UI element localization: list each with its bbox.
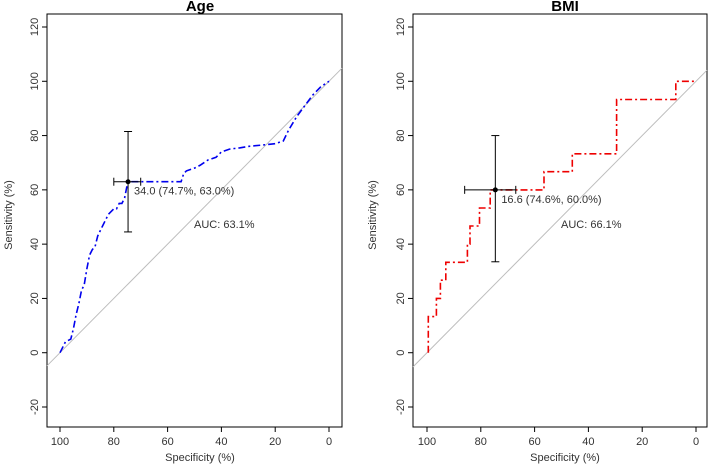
x-tick-label: 60 — [161, 436, 173, 448]
y-tick-label: -20 — [395, 399, 407, 415]
bmi-reference-diagonal — [412, 69, 708, 368]
x-tick-label: 20 — [269, 436, 281, 448]
age-threshold-label: 34.0 (74.7%, 63.0%) — [134, 186, 234, 198]
bmi-ci-bars — [464, 135, 517, 263]
bmi-y-axis-label: Sensitivity (%) — [367, 180, 379, 250]
bmi-threshold-label: 16.6 (74.6%, 60.0%) — [501, 194, 601, 206]
x-tick-label: 20 — [636, 436, 648, 448]
x-tick-label: 40 — [582, 436, 594, 448]
y-tick-label: 60 — [29, 184, 41, 196]
x-tick-label: 0 — [326, 436, 332, 448]
x-tick-label: 60 — [528, 436, 540, 448]
age-ticks: 100 80 60 40 20 0 -20 0 20 40 60 80 100 120 — [29, 18, 332, 448]
bmi-auc-label: AUC: 66.1% — [561, 219, 622, 231]
age-threshold-point — [125, 179, 131, 185]
y-tick-label: 0 — [395, 350, 407, 356]
bmi-x-axis-label: Specificity (%) — [530, 452, 600, 464]
age-auc-label: AUC: 63.1% — [194, 219, 255, 231]
age-panel-title: Age — [186, 0, 214, 15]
y-tick-label: 80 — [29, 129, 41, 141]
y-tick-label: 80 — [395, 129, 407, 141]
y-tick-label: 40 — [29, 238, 41, 250]
bmi-ticks: 100 80 60 40 20 0 -20 0 20 40 60 80 100 120 — [395, 18, 699, 448]
y-tick-label: 120 — [395, 18, 407, 36]
bmi-roc-panel: BMI Specificity (%) Sensitivity (%) 100 8… — [367, 0, 708, 464]
y-tick-label: 100 — [395, 72, 407, 90]
bmi-threshold-point — [492, 187, 498, 193]
y-tick-label: -20 — [29, 399, 41, 415]
age-roc-panel: Age Specificity (%) Sensitivity (%) 100 8… — [3, 0, 343, 464]
y-tick-label: 120 — [29, 18, 41, 36]
y-tick-label: 20 — [29, 292, 41, 304]
age-plot-frame — [46, 13, 343, 428]
x-tick-label: 100 — [51, 436, 69, 448]
age-reference-diagonal — [46, 67, 343, 367]
y-tick-label: 0 — [29, 350, 41, 356]
bmi-roc-curve — [427, 80, 696, 353]
y-tick-label: 20 — [395, 292, 407, 304]
bmi-plot-frame — [412, 13, 708, 428]
x-tick-label: 100 — [418, 436, 436, 448]
age-y-axis-label: Sensitivity (%) — [3, 180, 15, 250]
y-tick-label: 100 — [29, 72, 41, 90]
x-tick-label: 40 — [215, 436, 227, 448]
x-tick-label: 80 — [108, 436, 120, 448]
x-tick-label: 0 — [693, 436, 699, 448]
y-tick-label: 60 — [395, 184, 407, 196]
x-tick-label: 80 — [475, 436, 487, 448]
bmi-panel-title: BMI — [551, 0, 579, 15]
age-x-axis-label: Specificity (%) — [165, 452, 235, 464]
y-tick-label: 40 — [395, 238, 407, 250]
